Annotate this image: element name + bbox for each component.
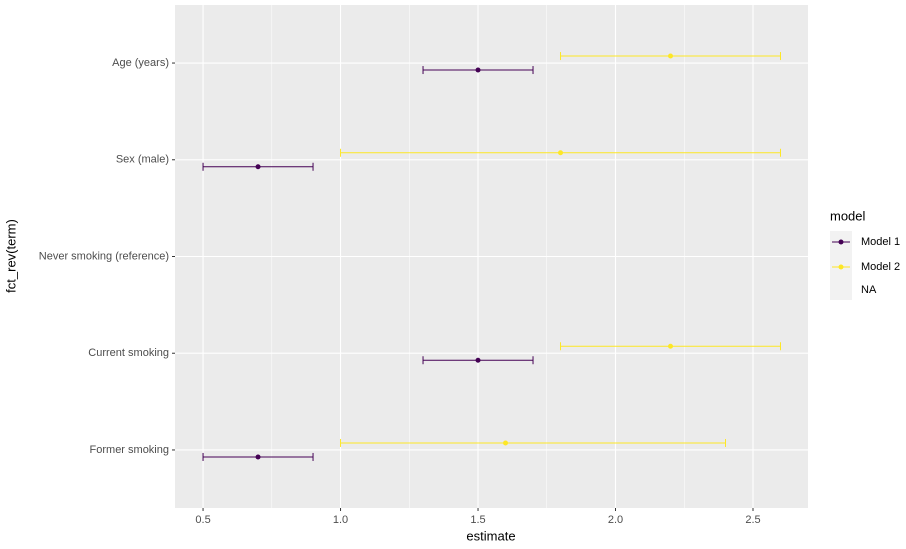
y-tick-label: Never smoking (reference) xyxy=(39,250,169,262)
legend-key-point xyxy=(838,264,844,270)
y-tick-label: Former smoking xyxy=(90,444,169,456)
point xyxy=(558,150,564,156)
x-tick-label: 2.0 xyxy=(608,514,623,526)
legend-label: NA xyxy=(861,284,877,296)
x-tick-label: 2.5 xyxy=(745,514,760,526)
marks xyxy=(202,52,782,461)
point xyxy=(668,53,674,59)
point xyxy=(668,343,674,349)
x-tick-label: 1.0 xyxy=(333,514,348,526)
y-axis-title: fct_rev(term) xyxy=(3,219,18,293)
y-tick-label: Age (years) xyxy=(112,57,169,69)
legend-key-point xyxy=(838,239,844,245)
x-axis-title: estimate xyxy=(466,528,515,543)
point xyxy=(475,67,481,73)
y-tick-label: Sex (male) xyxy=(116,154,169,166)
point xyxy=(503,440,509,446)
point xyxy=(475,357,481,363)
point xyxy=(255,454,261,460)
legend-title: model xyxy=(830,208,866,223)
error-bar xyxy=(340,438,727,447)
legend-label: Model 1 xyxy=(861,236,900,248)
x-tick-label: 1.5 xyxy=(470,514,485,526)
x-tick-label: 0.5 xyxy=(195,514,210,526)
grid xyxy=(175,5,808,508)
point xyxy=(255,164,261,170)
legend-label: Model 2 xyxy=(861,261,900,273)
y-tick-label: Current smoking xyxy=(88,347,169,359)
